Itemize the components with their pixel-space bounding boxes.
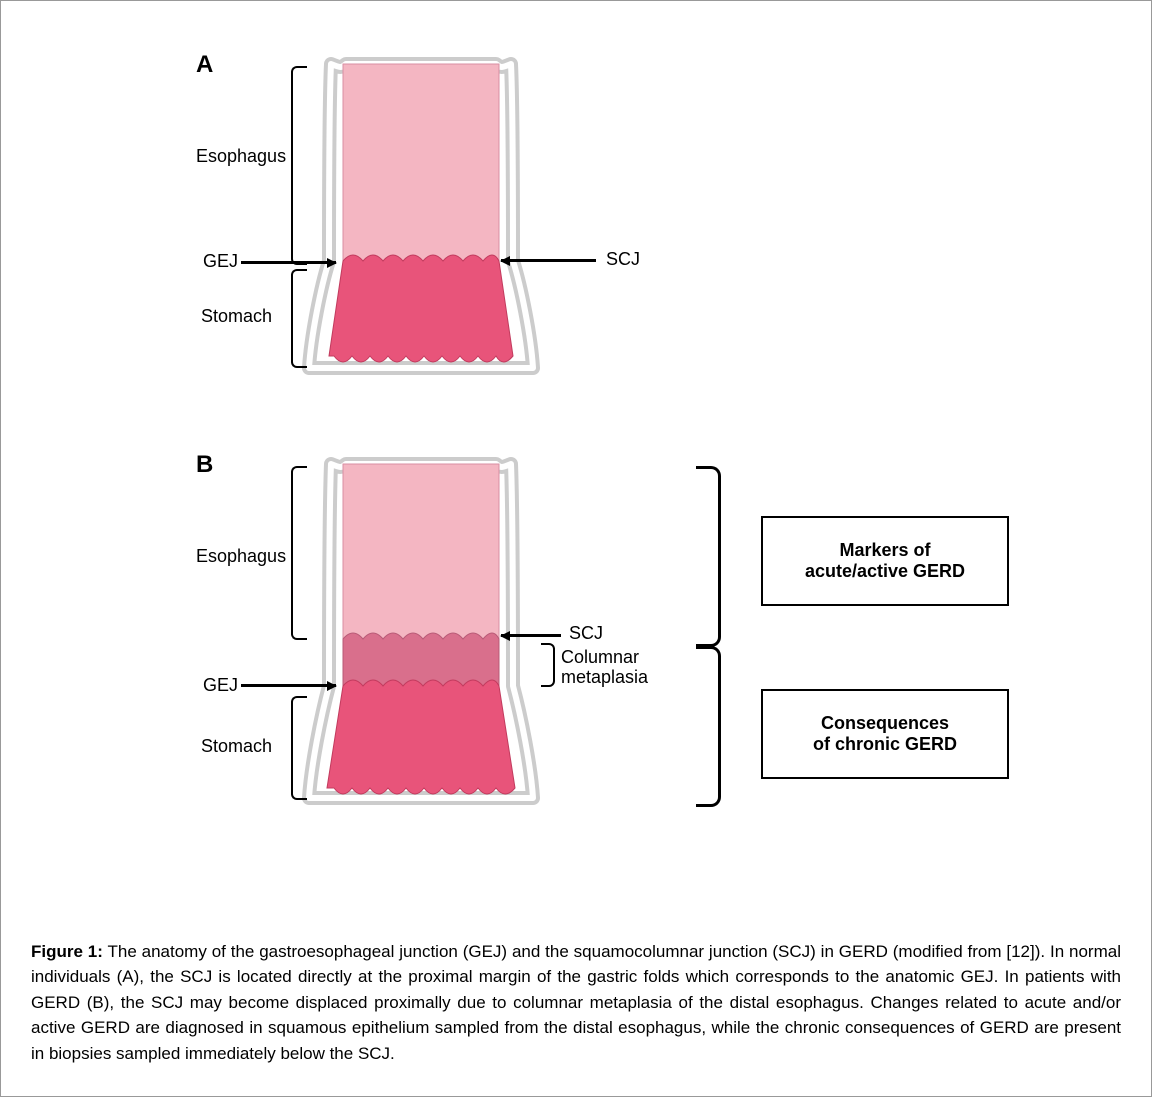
gej-arrow-b [241, 684, 336, 687]
diagram-area: A Esophagus Stomach [31, 21, 1121, 891]
panel-a: A Esophagus Stomach [141, 51, 701, 391]
panel-b-label: B [196, 451, 213, 479]
box-chronic-gerd: Consequences of chronic GERD [761, 689, 1009, 779]
brace-esophagus-a [291, 66, 307, 265]
brace-chronic-gerd [696, 646, 721, 807]
label-esophagus-b: Esophagus [196, 546, 286, 567]
box-chronic-line1: Consequences [821, 713, 949, 734]
gej-arrow-a [241, 261, 336, 264]
label-gej-b: GEJ [203, 675, 238, 696]
brace-columnar-b [541, 643, 555, 687]
panel-a-label: A [196, 51, 213, 79]
organ-diagram-a [301, 56, 541, 376]
box-acute-gerd: Markers of acute/active GERD [761, 516, 1009, 606]
brace-stomach-b [291, 696, 307, 800]
brace-stomach-a [291, 269, 307, 368]
label-stomach-b: Stomach [201, 736, 272, 757]
figure-container: A Esophagus Stomach [0, 0, 1152, 1097]
label-columnar-b-1: Columnar [561, 647, 639, 668]
scj-arrow-b [501, 634, 561, 637]
box-acute-line2: acute/active GERD [805, 561, 965, 582]
brace-esophagus-b [291, 466, 307, 640]
panel-b: B Esophagus Stomach GEJ [141, 451, 1121, 851]
figure-caption: Figure 1: The anatomy of the gastroesoph… [31, 939, 1121, 1067]
label-scj-a: SCJ [606, 249, 640, 270]
label-scj-b: SCJ [569, 623, 603, 644]
figure-number: Figure 1: [31, 942, 103, 961]
scj-arrow-a [501, 259, 596, 262]
box-acute-line1: Markers of [839, 540, 930, 561]
label-esophagus-a: Esophagus [196, 146, 286, 167]
label-gej-a: GEJ [203, 251, 238, 272]
brace-acute-gerd [696, 466, 721, 647]
box-chronic-line2: of chronic GERD [813, 734, 957, 755]
label-stomach-a: Stomach [201, 306, 272, 327]
caption-text: The anatomy of the gastroesophageal junc… [31, 942, 1121, 1063]
label-columnar-b-2: metaplasia [561, 667, 648, 688]
